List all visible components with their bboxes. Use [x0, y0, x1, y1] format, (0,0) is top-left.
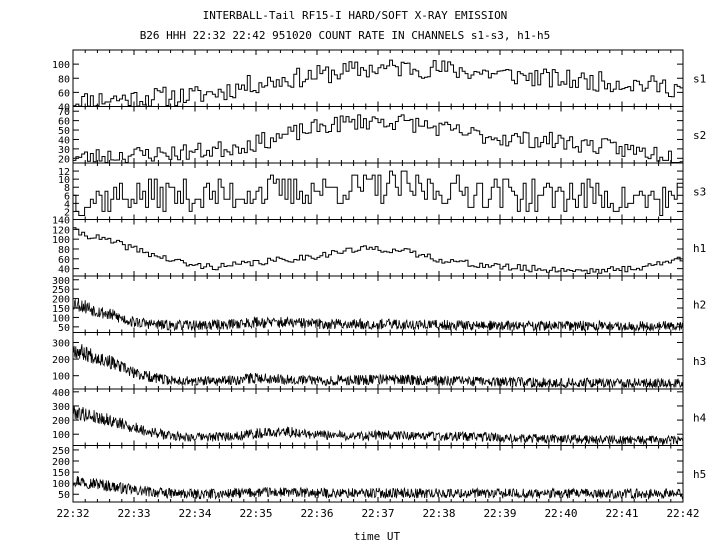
channel-label-s2: s2 — [693, 129, 706, 142]
channel-label-h3: h3 — [693, 355, 706, 368]
x-tick-label: 22:36 — [300, 507, 333, 520]
y-tick-label: 100 — [52, 60, 70, 71]
channel-label-h2: h2 — [693, 298, 706, 311]
y-tick-label: 4 — [64, 199, 70, 210]
y-tick-label: 40 — [58, 135, 70, 146]
x-tick-label: 22:33 — [117, 507, 150, 520]
y-tick-label: 30 — [58, 145, 70, 156]
panel-h4: 100 200 300 400 h4 — [52, 388, 707, 446]
chart-title: INTERBALL-Tail RF15-I HARD/SOFT X-RAY EM… — [203, 9, 508, 22]
y-tick-label: 80 — [58, 74, 70, 85]
y-tick-label: 20 — [58, 154, 70, 165]
y-tick-label: 200 — [52, 457, 70, 468]
y-tick-label: 300 — [52, 402, 70, 413]
panel-s1: 40 60 80 100 s1 — [52, 49, 706, 114]
chart-subtitle: B26 HHH 22:32 22:42 951020 COUNT RATE IN… — [140, 29, 551, 42]
x-tick-label: 22:39 — [483, 507, 516, 520]
x-axis: 22:32 22:33 22:34 22:35 22:36 22:37 22:38 22:39… — [56, 507, 699, 520]
y-tick-label: 300 — [52, 276, 70, 287]
series-line-h2 — [72, 298, 684, 333]
y-tick-label: 100 — [52, 479, 70, 490]
y-tick-label: 80 — [58, 245, 70, 256]
panel-h3: 100 200 300 h3 — [52, 332, 706, 390]
x-tick-label: 22:40 — [544, 507, 577, 520]
y-tick-label: 40 — [58, 103, 70, 114]
series-line-s2 — [72, 114, 683, 163]
series-line-h3 — [72, 344, 684, 389]
panel-frame-h3 — [72, 332, 684, 390]
panel-frame-s1 — [72, 49, 684, 107]
y-tick-label: 400 — [52, 388, 70, 399]
y-tick-label: 70 — [58, 107, 70, 118]
y-tick-label: 250 — [52, 285, 70, 296]
y-tick-label: 150 — [52, 304, 70, 315]
y-tick-label: 12 — [58, 167, 70, 178]
y-tick-label: 120 — [52, 225, 70, 236]
y-tick-label: 50 — [58, 126, 70, 137]
panel-frame-h4 — [72, 388, 684, 446]
channel-label-s1: s1 — [693, 72, 706, 85]
x-tick-label: 22:37 — [361, 507, 394, 520]
channel-label-h4: h4 — [693, 411, 707, 424]
y-tick-label: 40 — [58, 265, 70, 276]
y-tick-label: 100 — [52, 430, 70, 441]
x-tick-label: 22:35 — [239, 507, 272, 520]
x-tick-label: 22:34 — [178, 507, 211, 520]
x-tick-label: 22:38 — [422, 507, 455, 520]
series-line-h4 — [72, 405, 684, 446]
y-tick-label: 8 — [64, 183, 70, 194]
series-line-s3 — [72, 170, 683, 216]
y-tick-label: 100 — [52, 235, 70, 246]
y-tick-label: 200 — [52, 355, 70, 366]
y-tick-label: 50 — [58, 490, 70, 501]
x-tick-label: 22:41 — [605, 507, 638, 520]
y-tick-label: 200 — [52, 295, 70, 306]
y-tick-label: 100 — [52, 372, 70, 383]
y-tick-label: 6 — [64, 191, 70, 202]
y-tick-label: 200 — [52, 416, 70, 427]
y-tick-label: 140 — [52, 216, 70, 227]
y-tick-label: 100 — [52, 313, 70, 324]
y-tick-label: 2 — [64, 207, 70, 218]
y-tick-label: 60 — [58, 255, 70, 266]
chart-panels: 406080100s1203040506070s224681012s340608… — [52, 49, 707, 503]
channel-label-s3: s3 — [693, 185, 706, 198]
panel-frame-s2 — [72, 106, 684, 164]
y-tick-label: 300 — [52, 338, 70, 349]
x-tick-label: 22:42 — [666, 507, 699, 520]
series-line-h1 — [72, 227, 683, 274]
series-line-s1 — [72, 59, 683, 107]
y-tick-label: 60 — [58, 117, 70, 128]
y-tick-label: 50 — [58, 323, 70, 334]
x-axis-label: time UT — [354, 530, 401, 543]
series-line-h5 — [72, 475, 684, 501]
x-tick-label: 22:32 — [56, 507, 89, 520]
y-tick-label: 10 — [58, 175, 70, 186]
y-tick-label: 150 — [52, 468, 70, 479]
y-tick-label: 250 — [52, 446, 70, 457]
channel-label-h5: h5 — [693, 468, 706, 481]
channel-label-h1: h1 — [693, 242, 706, 255]
y-tick-label: 60 — [58, 88, 70, 99]
